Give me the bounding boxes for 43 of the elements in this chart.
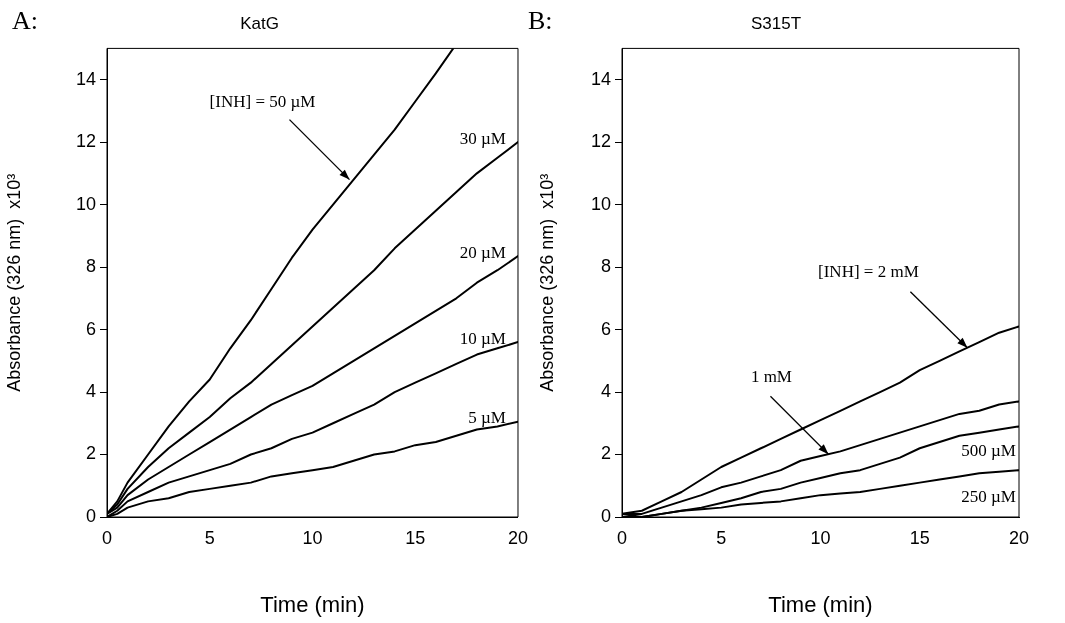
y-tick-label: 4 xyxy=(85,381,96,402)
annotation: 10 µM xyxy=(459,328,506,348)
y-tick-label: 2 xyxy=(600,443,611,464)
annotation: [INH] = 50 µM xyxy=(209,92,316,112)
y-tick-label: 8 xyxy=(600,256,611,277)
x-tick-label: 0 xyxy=(616,527,628,548)
y-tick-label: 10 xyxy=(75,193,96,214)
x-tick-label: 0 xyxy=(101,527,113,548)
y-axis-title: Absorbance (326 nm) x10³ xyxy=(3,173,24,392)
annotation: [INH] = 2 mM xyxy=(818,262,919,282)
chart-title: S315T xyxy=(750,13,802,33)
x-tick-label: 20 xyxy=(507,527,528,548)
y-tick-label: 14 xyxy=(590,68,611,89)
text: A: xyxy=(12,6,38,36)
x-tick-label: 10 xyxy=(810,527,831,548)
text: B: xyxy=(528,6,553,36)
annotation: 5 µM xyxy=(468,408,506,428)
y-tick-label: 10 xyxy=(590,193,611,214)
annotation: 30 µM xyxy=(459,128,506,148)
x-tick-label: 5 xyxy=(204,527,215,548)
x-tick-label: 15 xyxy=(405,527,426,548)
y-tick-label: 8 xyxy=(85,256,96,277)
x-axis-title: Time (min) xyxy=(768,591,873,617)
y-tick-label: 0 xyxy=(85,505,96,526)
y-tick-label: 14 xyxy=(75,68,96,89)
x-tick-label: 10 xyxy=(302,527,323,548)
y-tick-label: 2 xyxy=(85,443,96,464)
y-tick-label: 12 xyxy=(590,131,611,152)
x-axis-title: Time (min) xyxy=(260,591,365,617)
x-tick-label: 20 xyxy=(1008,527,1030,548)
annotation: 20 µM xyxy=(459,242,506,262)
x-tick-label: 5 xyxy=(716,527,727,548)
annotation: 1 mM xyxy=(750,366,792,386)
chart-title: KatG xyxy=(240,13,279,33)
y-tick-label: 6 xyxy=(600,318,611,339)
y-tick-label: 12 xyxy=(75,131,96,152)
annotation: 250 µM xyxy=(961,486,1016,506)
y-axis-title: Absorbance (326 nm) x10³ xyxy=(536,173,557,392)
annotation: 500 µM xyxy=(961,440,1016,460)
x-tick-label: 15 xyxy=(909,527,930,548)
y-tick-label: 4 xyxy=(600,381,611,402)
y-tick-label: 0 xyxy=(600,505,611,526)
y-tick-label: 6 xyxy=(85,318,96,339)
